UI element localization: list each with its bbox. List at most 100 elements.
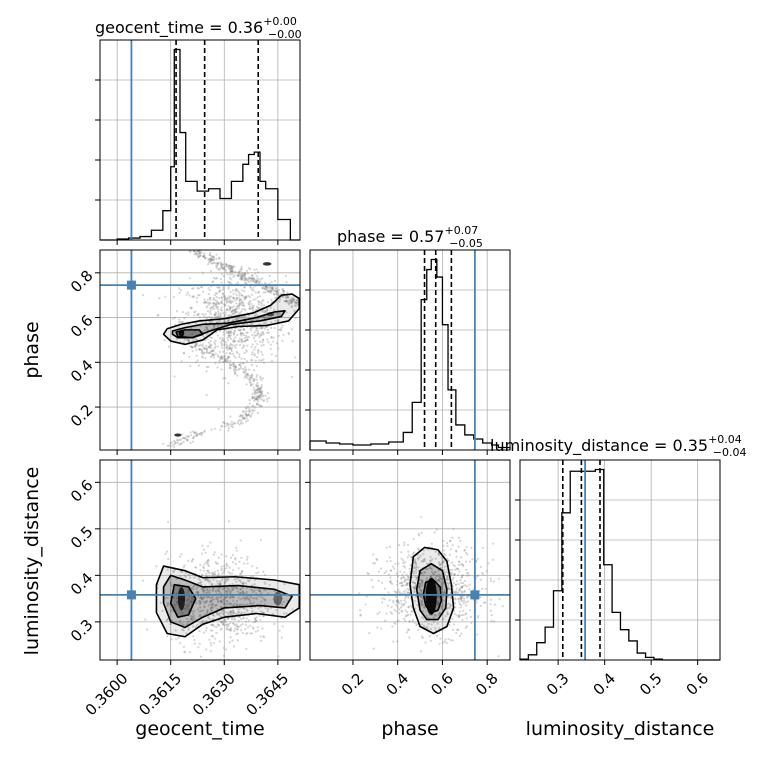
sample-point: [413, 588, 416, 591]
sample-point: [200, 597, 204, 601]
sample-point: [278, 300, 281, 303]
sample-point: [420, 531, 423, 535]
sample-point: [181, 571, 184, 574]
sample-point: [210, 258, 214, 261]
sample-point: [201, 271, 204, 274]
sample-point: [402, 561, 405, 565]
sample-point: [436, 622, 439, 625]
sample-point: [226, 356, 230, 360]
sample-point: [442, 599, 445, 602]
sample-point: [460, 585, 464, 589]
sample-point: [214, 313, 217, 316]
sample-point: [260, 391, 263, 394]
sample-point: [398, 602, 401, 605]
sample-point: [437, 595, 440, 598]
sample-point: [254, 388, 258, 391]
sample-point: [244, 623, 248, 626]
sample-point: [219, 277, 222, 281]
sample-point: [254, 280, 258, 284]
sample-point: [449, 604, 452, 607]
sample-point: [241, 272, 245, 275]
sample-point: [485, 570, 488, 573]
sample-point: [442, 617, 445, 620]
sample-point: [205, 620, 209, 623]
sample-point: [240, 556, 243, 560]
sample-point: [405, 578, 408, 581]
ytick-label-1: 0.4: [67, 569, 97, 599]
sample-point: [191, 615, 194, 618]
sample-point: [217, 572, 220, 575]
sample-point: [195, 434, 199, 437]
sample-point: [429, 575, 433, 578]
sample-point: [253, 281, 256, 284]
sample-point: [410, 610, 413, 614]
sample-point: [175, 601, 178, 604]
sample-point: [218, 359, 221, 362]
sample-point: [440, 577, 443, 580]
sample-point: [203, 605, 206, 608]
sample-point: [229, 266, 232, 269]
sample-point: [294, 304, 298, 307]
sample-point: [243, 368, 246, 371]
sample-point: [208, 581, 211, 584]
sample-point: [211, 635, 214, 638]
sample-point: [221, 579, 224, 582]
sample-point: [226, 357, 229, 361]
sample-point: [232, 309, 235, 312]
sample-point: [419, 599, 423, 602]
sample-point: [417, 585, 420, 589]
sample-point: [211, 305, 214, 309]
sample-point: [234, 317, 237, 321]
sample-point: [241, 582, 244, 585]
sample-point: [276, 289, 279, 292]
sample-point: [416, 622, 419, 626]
sample-point: [217, 407, 220, 411]
sample-point: [210, 599, 213, 603]
sample-point: [252, 308, 255, 312]
sample-point: [411, 581, 415, 584]
sample-point: [236, 577, 239, 581]
sample-point: [212, 325, 216, 328]
sample-point: [438, 578, 441, 581]
sample-point: [252, 289, 255, 292]
sample-point: [246, 597, 249, 600]
sample-point: [207, 346, 211, 349]
sample-point: [178, 621, 181, 624]
sample-point: [203, 578, 206, 582]
sample-point: [447, 637, 450, 641]
sample-point: [255, 403, 258, 406]
sample-point: [213, 570, 217, 574]
sample-point: [232, 355, 236, 358]
sample-point: [202, 589, 205, 593]
sample-point: [239, 332, 242, 335]
sample-point: [245, 277, 248, 280]
sample-point: [240, 275, 244, 278]
sample-point: [247, 413, 250, 416]
sample-point: [393, 567, 396, 570]
sample-point: [245, 281, 248, 285]
sample-point: [221, 262, 224, 266]
sample-point: [260, 359, 263, 362]
sample-point: [392, 601, 395, 604]
sample-point: [256, 402, 259, 405]
sample-point: [201, 621, 204, 624]
sample-point: [411, 620, 414, 623]
sample-point: [236, 274, 239, 277]
sample-point: [226, 422, 229, 425]
sample-point: [256, 391, 259, 394]
sample-point: [192, 635, 195, 638]
sample-point: [190, 307, 193, 310]
sample-point: [188, 250, 191, 253]
sample-point: [245, 558, 249, 561]
sample-point: [209, 269, 213, 273]
sample-point: [208, 289, 212, 292]
sample-point: [239, 624, 242, 627]
sample-point: [228, 346, 232, 349]
sample-point: [166, 550, 169, 553]
sample-point: [292, 298, 295, 301]
sample-point: [232, 275, 235, 278]
sample-point: [463, 548, 467, 552]
sample-point: [226, 265, 229, 268]
sample-point: [227, 588, 230, 591]
sample-point: [196, 252, 199, 255]
